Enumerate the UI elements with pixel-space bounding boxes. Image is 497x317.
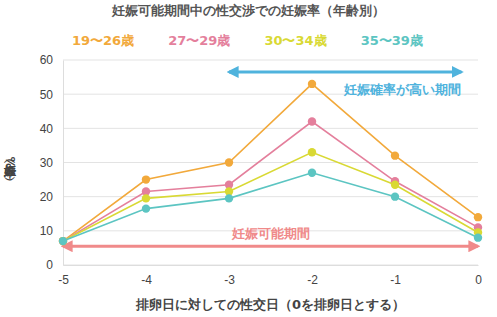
series-point [225,194,233,202]
series-point [225,158,233,166]
y-axis-title: 妊娠率（%） [3,156,17,180]
y-tick-label: 10 [40,224,54,238]
y-axis-line [63,61,64,266]
y-tick-label: 20 [40,190,54,204]
series-point [391,192,399,200]
x-tick-label: -1 [390,273,401,287]
series-point [142,175,150,183]
y-tick: 10 [40,224,63,238]
annotation-text: 妊娠確率が高い期間 [343,82,461,97]
series-point [59,237,67,245]
grid-line [63,162,478,163]
annotation-arrow [229,70,461,73]
legend-entry: 30〜34歳 [264,33,326,48]
legend: 19〜26歳 27〜29歳 30〜34歳 35〜39歳 [72,33,423,48]
legend-entry: 27〜29歳 [168,33,230,48]
y-tick-label: 40 [40,122,54,136]
y-tick-label: 60 [40,53,54,67]
series-point [308,80,316,88]
plot-area [59,80,482,246]
series-point [59,237,67,245]
y-tick: 60 [40,53,63,67]
y-tick: 30 [40,156,63,170]
series-point [308,148,316,156]
y-tick: 20 [40,190,63,204]
series-point [59,237,67,245]
annotation-text: 妊娠可能期間 [231,226,310,241]
x-tick-label: -2 [307,273,318,287]
y-tick-label: 0 [46,258,53,272]
grid [63,60,478,265]
grid-line [63,265,478,266]
x-axis-title: 排卵日に対しての性交日（0を排卵日とする） [135,297,405,312]
series-point [59,237,67,245]
x-tick-label: -3 [224,273,235,287]
series-line [63,122,478,242]
series-point [142,194,150,202]
x-tick: -1 [390,265,401,287]
x-tick-label: -4 [141,273,152,287]
series-point [474,213,482,221]
y-tick-label: 50 [40,88,54,102]
series-point [391,181,399,189]
series-point [308,169,316,177]
x-tick: -5 [58,265,69,287]
y-tick: 0 [46,258,63,272]
title: 妊娠可能期間中の性交渉での妊娠率（年齢別） [111,3,385,18]
series-line [63,152,478,241]
annotations: 妊娠確率が高い期間妊娠可能期間 [63,72,478,246]
series-line [63,173,478,241]
legend-entry: 19〜26歳 [72,33,134,48]
x-axis-line [64,265,479,266]
series-point [142,204,150,212]
legend-entry: 35〜39歳 [361,33,423,48]
x-axis: -5 -4 -3 -2 -1 0 [58,265,482,287]
y-tick: 40 [40,122,63,136]
x-tick: -3 [224,265,235,287]
annotation-arrow [63,245,478,248]
series-point [391,151,399,159]
x-tick-label: -5 [58,273,69,287]
x-tick: 0 [475,265,482,287]
series-point [308,117,316,125]
grid-line [63,128,478,129]
x-tick: -4 [141,265,152,287]
grid-line [63,60,478,61]
chart: 妊娠可能期間中の性交渉での妊娠率（年齢別） 19〜26歳 27〜29歳 30〜34歳 3… [0,0,497,317]
y-tick: 50 [40,88,63,102]
series-line [63,84,478,241]
y-tick-label: 30 [40,156,54,170]
series-point [474,233,482,241]
x-tick-label: 0 [475,273,482,287]
x-tick: -2 [307,265,318,287]
